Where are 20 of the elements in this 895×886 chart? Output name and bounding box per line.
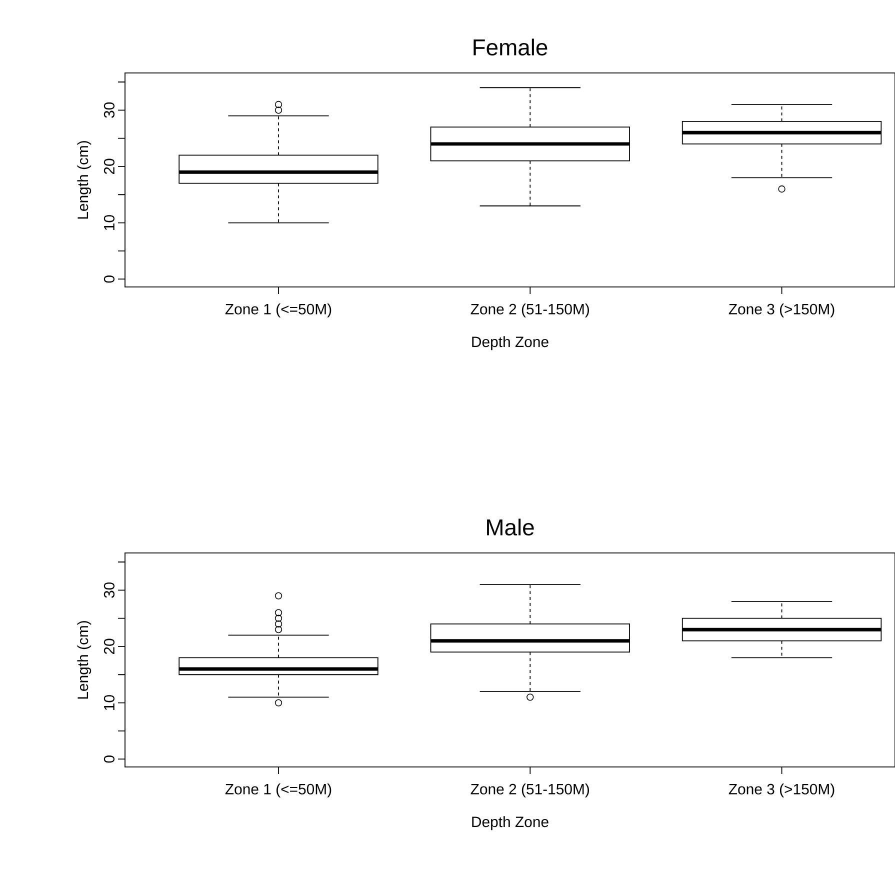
x-axis-title: Depth Zone — [472, 816, 548, 830]
y-tick-label: 20 — [104, 158, 115, 174]
y-tick-label: 0 — [104, 276, 115, 283]
x-tick-label: Zone 2 (51-150M) — [470, 783, 589, 798]
y-tick-label: 30 — [104, 102, 115, 118]
y-tick-label: 20 — [104, 638, 115, 654]
x-tick-label: Zone 3 (>150M) — [728, 303, 834, 318]
x-tick-label: Zone 3 (>150M) — [728, 783, 834, 798]
y-tick-label: 30 — [104, 582, 115, 598]
y-tick-label: 10 — [104, 215, 115, 230]
y-tick-label: 10 — [104, 695, 115, 710]
x-tick-label: Zone 2 (51-150M) — [470, 303, 589, 318]
x-axis-title: Depth Zone — [472, 336, 548, 350]
y-axis-title: Length (cm) — [77, 621, 92, 699]
chart-title: Female — [474, 38, 548, 56]
x-tick-label: Zone 1 (<=50M) — [225, 303, 332, 318]
x-tick-label: Zone 1 (<=50M) — [225, 783, 332, 798]
chart-title: Male — [487, 518, 534, 536]
y-axis-title: Length (cm) — [77, 141, 92, 219]
y-tick-label: 0 — [104, 756, 115, 763]
